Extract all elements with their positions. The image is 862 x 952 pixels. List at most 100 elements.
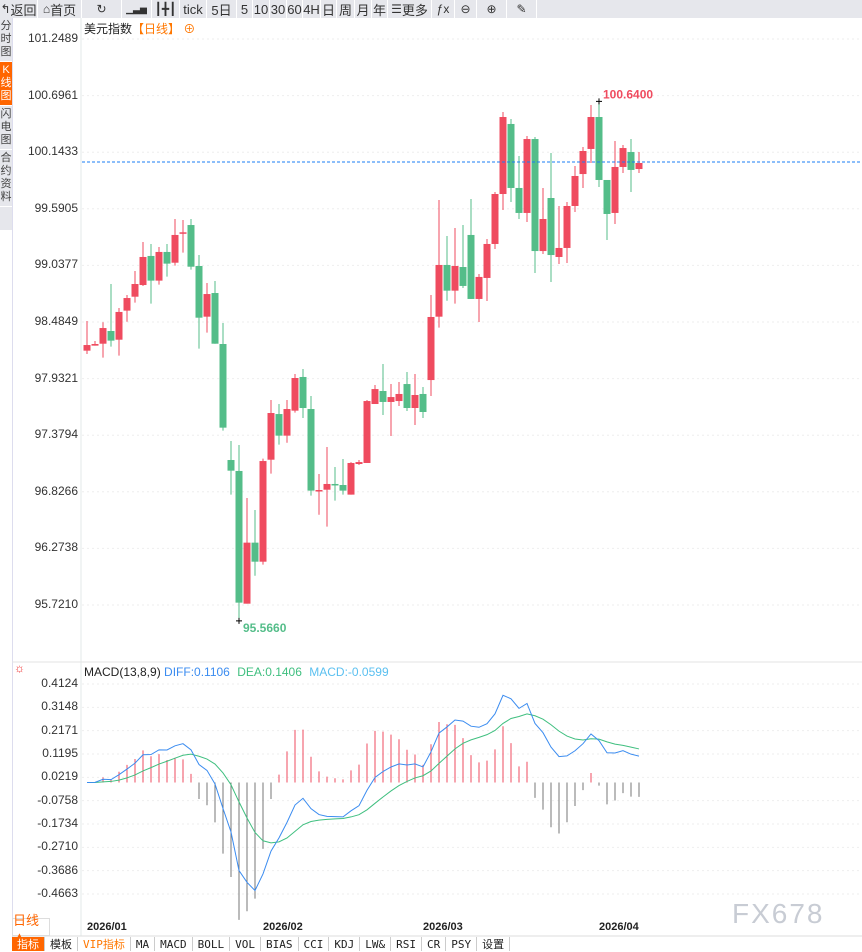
- candle-body: [227, 460, 235, 471]
- candle-body: [299, 376, 307, 409]
- indicator-tab-5[interactable]: BOLL: [193, 937, 231, 951]
- toolbar-button-10[interactable]: 10: [253, 0, 270, 18]
- candle: [307, 396, 315, 496]
- indicator-settings-icon[interactable]: ☼: [14, 661, 25, 675]
- indicator-tab-2[interactable]: VIP指标: [78, 937, 131, 951]
- toolbar-button-refresh[interactable]: ↻: [82, 0, 122, 18]
- candle: [467, 199, 475, 299]
- toolbar-button-zoomout[interactable]: ⊖: [455, 0, 477, 18]
- indicator-tab-6[interactable]: VOL: [230, 937, 261, 951]
- toolbar-button-day[interactable]: 日: [321, 0, 337, 18]
- sidebar-tab-3[interactable]: 合约资料: [0, 150, 12, 207]
- toolbar-button-fx[interactable]: ƒx: [432, 0, 455, 18]
- candle: [315, 474, 323, 515]
- extreme-label: 100.6400: [603, 87, 653, 101]
- time-axis-label: 2026/03: [423, 921, 463, 933]
- indicator-tab-14[interactable]: 设置: [477, 937, 511, 951]
- toolbar-button-30[interactable]: 30: [270, 0, 287, 18]
- candle-body: [203, 294, 211, 317]
- price-tick-label: 97.3794: [34, 427, 78, 442]
- sidebar-tab-1[interactable]: K线图: [0, 62, 12, 106]
- candle-body: [131, 284, 139, 297]
- toolbar-button-60[interactable]: 60: [287, 0, 303, 18]
- candle: [611, 140, 619, 225]
- candle-body: [323, 483, 331, 490]
- add-compare-icon[interactable]: ⊕: [180, 22, 196, 36]
- candle-body: [211, 293, 219, 344]
- candlestick-icon: ┃╋┃: [154, 2, 177, 16]
- candle-body: [371, 389, 379, 405]
- indicator-tab-11[interactable]: RSI: [391, 937, 422, 951]
- toolbar-label: 更多: [401, 2, 428, 18]
- macd-value: MACD:-0.0599: [309, 665, 389, 679]
- indicator-tab-10[interactable]: LW&: [360, 937, 392, 951]
- indicator-tab-7[interactable]: BIAS: [261, 937, 299, 951]
- toolbar-button-indicator[interactable]: ▁▃▅: [122, 0, 152, 18]
- home-icon: ⌂: [42, 2, 51, 16]
- price-tick-label: 97.9321: [34, 370, 78, 385]
- dea-line: [86, 713, 640, 844]
- toolbar-label: 30: [270, 1, 286, 17]
- indicator-tab-1[interactable]: 模板: [45, 937, 78, 951]
- period-tag: 【日线】: [132, 22, 181, 36]
- candle: [123, 294, 131, 322]
- candle-body: [171, 234, 179, 263]
- toolbar-button-candle[interactable]: ┃╋┃: [152, 0, 180, 18]
- candle: [147, 243, 155, 304]
- refresh-icon: ↻: [96, 2, 107, 16]
- candle: [219, 323, 227, 431]
- sidebar-tab-2[interactable]: 闪电图: [0, 106, 12, 150]
- toolbar-button-zoomin[interactable]: ⊕: [477, 0, 507, 18]
- candle-body: [531, 139, 539, 252]
- macd-tick-label: 0.4124: [41, 676, 78, 690]
- candle-body: [491, 194, 499, 244]
- indicator-tab-13[interactable]: PSY: [446, 937, 478, 951]
- indicator-tab-4[interactable]: MACD: [155, 937, 193, 951]
- toolbar-label: tick: [183, 1, 203, 17]
- candle-body: [411, 394, 419, 409]
- candle-body: [379, 391, 387, 402]
- toolbar-button-year[interactable]: 年: [372, 0, 388, 18]
- candle-body: [259, 461, 267, 562]
- toolbar-label: 日: [321, 2, 335, 18]
- toolbar-button-home[interactable]: ⌂ 首页: [38, 0, 82, 18]
- candle-body: [99, 328, 107, 344]
- toolbar-button-month[interactable]: 月: [355, 0, 372, 18]
- toolbar-label: 月: [356, 2, 370, 18]
- candle: [427, 294, 435, 397]
- toolbar-button-more[interactable]: ☰ 更多: [388, 0, 432, 18]
- candle-body: [163, 251, 171, 264]
- price-tick-label: 98.4849: [34, 314, 78, 328]
- candle: [171, 218, 179, 266]
- period-selector-button[interactable]: 日线 ▲: [12, 913, 50, 944]
- candle-body: [555, 247, 563, 257]
- chart-title: 美元指数【日线】 ⊕: [84, 20, 195, 37]
- indicator-tab-9[interactable]: KDJ: [329, 937, 361, 951]
- candle: [211, 281, 219, 344]
- candle: [579, 147, 587, 188]
- bar-chart-icon: ▁▃▅: [126, 3, 147, 14]
- toolbar-button-5day[interactable]: 5日: [207, 0, 237, 18]
- candle: [435, 200, 443, 328]
- toolbar-button-5[interactable]: 5: [237, 0, 253, 18]
- toolbar-label: 60: [287, 1, 302, 17]
- candle-body: [155, 251, 163, 281]
- sidebar-tab-0[interactable]: 分时图: [0, 18, 12, 62]
- toolbar-button-week[interactable]: 周: [337, 0, 355, 18]
- function-icon: ƒx: [436, 2, 450, 16]
- time-axis-label: 2026/02: [263, 921, 303, 933]
- indicator-tab-0[interactable]: 指标: [12, 937, 45, 951]
- indicator-tab-12[interactable]: CR: [422, 937, 447, 951]
- candle-body: [339, 484, 347, 491]
- candle: [475, 273, 483, 322]
- toolbar-button-tick[interactable]: tick: [180, 0, 207, 18]
- candle-body: [635, 162, 643, 170]
- toolbar-button-back[interactable]: ↰ 返回: [0, 0, 38, 18]
- toolbar-button-draw[interactable]: ✎: [507, 0, 537, 18]
- candle: [347, 462, 355, 495]
- candle: [443, 235, 451, 301]
- indicator-tab-3[interactable]: MA: [131, 937, 156, 951]
- indicator-tab-8[interactable]: CCI: [299, 937, 330, 951]
- toolbar-button-4h[interactable]: 4H: [303, 0, 321, 18]
